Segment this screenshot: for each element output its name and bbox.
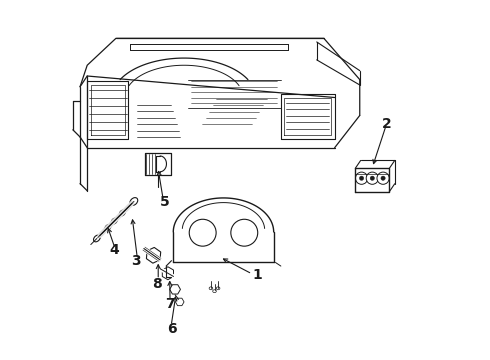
Text: 1: 1	[253, 268, 263, 282]
Text: 5: 5	[159, 194, 169, 208]
Polygon shape	[162, 267, 173, 280]
Circle shape	[377, 172, 389, 184]
Polygon shape	[170, 285, 180, 294]
Ellipse shape	[94, 235, 100, 242]
Text: 2: 2	[382, 117, 392, 131]
Polygon shape	[175, 298, 184, 306]
Text: 6: 6	[167, 322, 176, 336]
Ellipse shape	[209, 287, 213, 290]
Text: 3: 3	[131, 254, 141, 268]
Circle shape	[355, 172, 368, 184]
Circle shape	[370, 176, 374, 180]
Circle shape	[381, 176, 385, 180]
Ellipse shape	[231, 219, 258, 246]
Ellipse shape	[216, 287, 220, 290]
Text: 4: 4	[109, 243, 119, 257]
Text: 8: 8	[152, 277, 162, 291]
Text: 7: 7	[165, 297, 174, 311]
Ellipse shape	[119, 210, 125, 216]
Circle shape	[359, 176, 364, 180]
Ellipse shape	[213, 290, 216, 293]
Polygon shape	[147, 247, 161, 263]
Ellipse shape	[111, 218, 118, 224]
Ellipse shape	[105, 224, 111, 231]
Circle shape	[366, 172, 378, 184]
Ellipse shape	[130, 198, 138, 206]
Ellipse shape	[189, 219, 216, 246]
